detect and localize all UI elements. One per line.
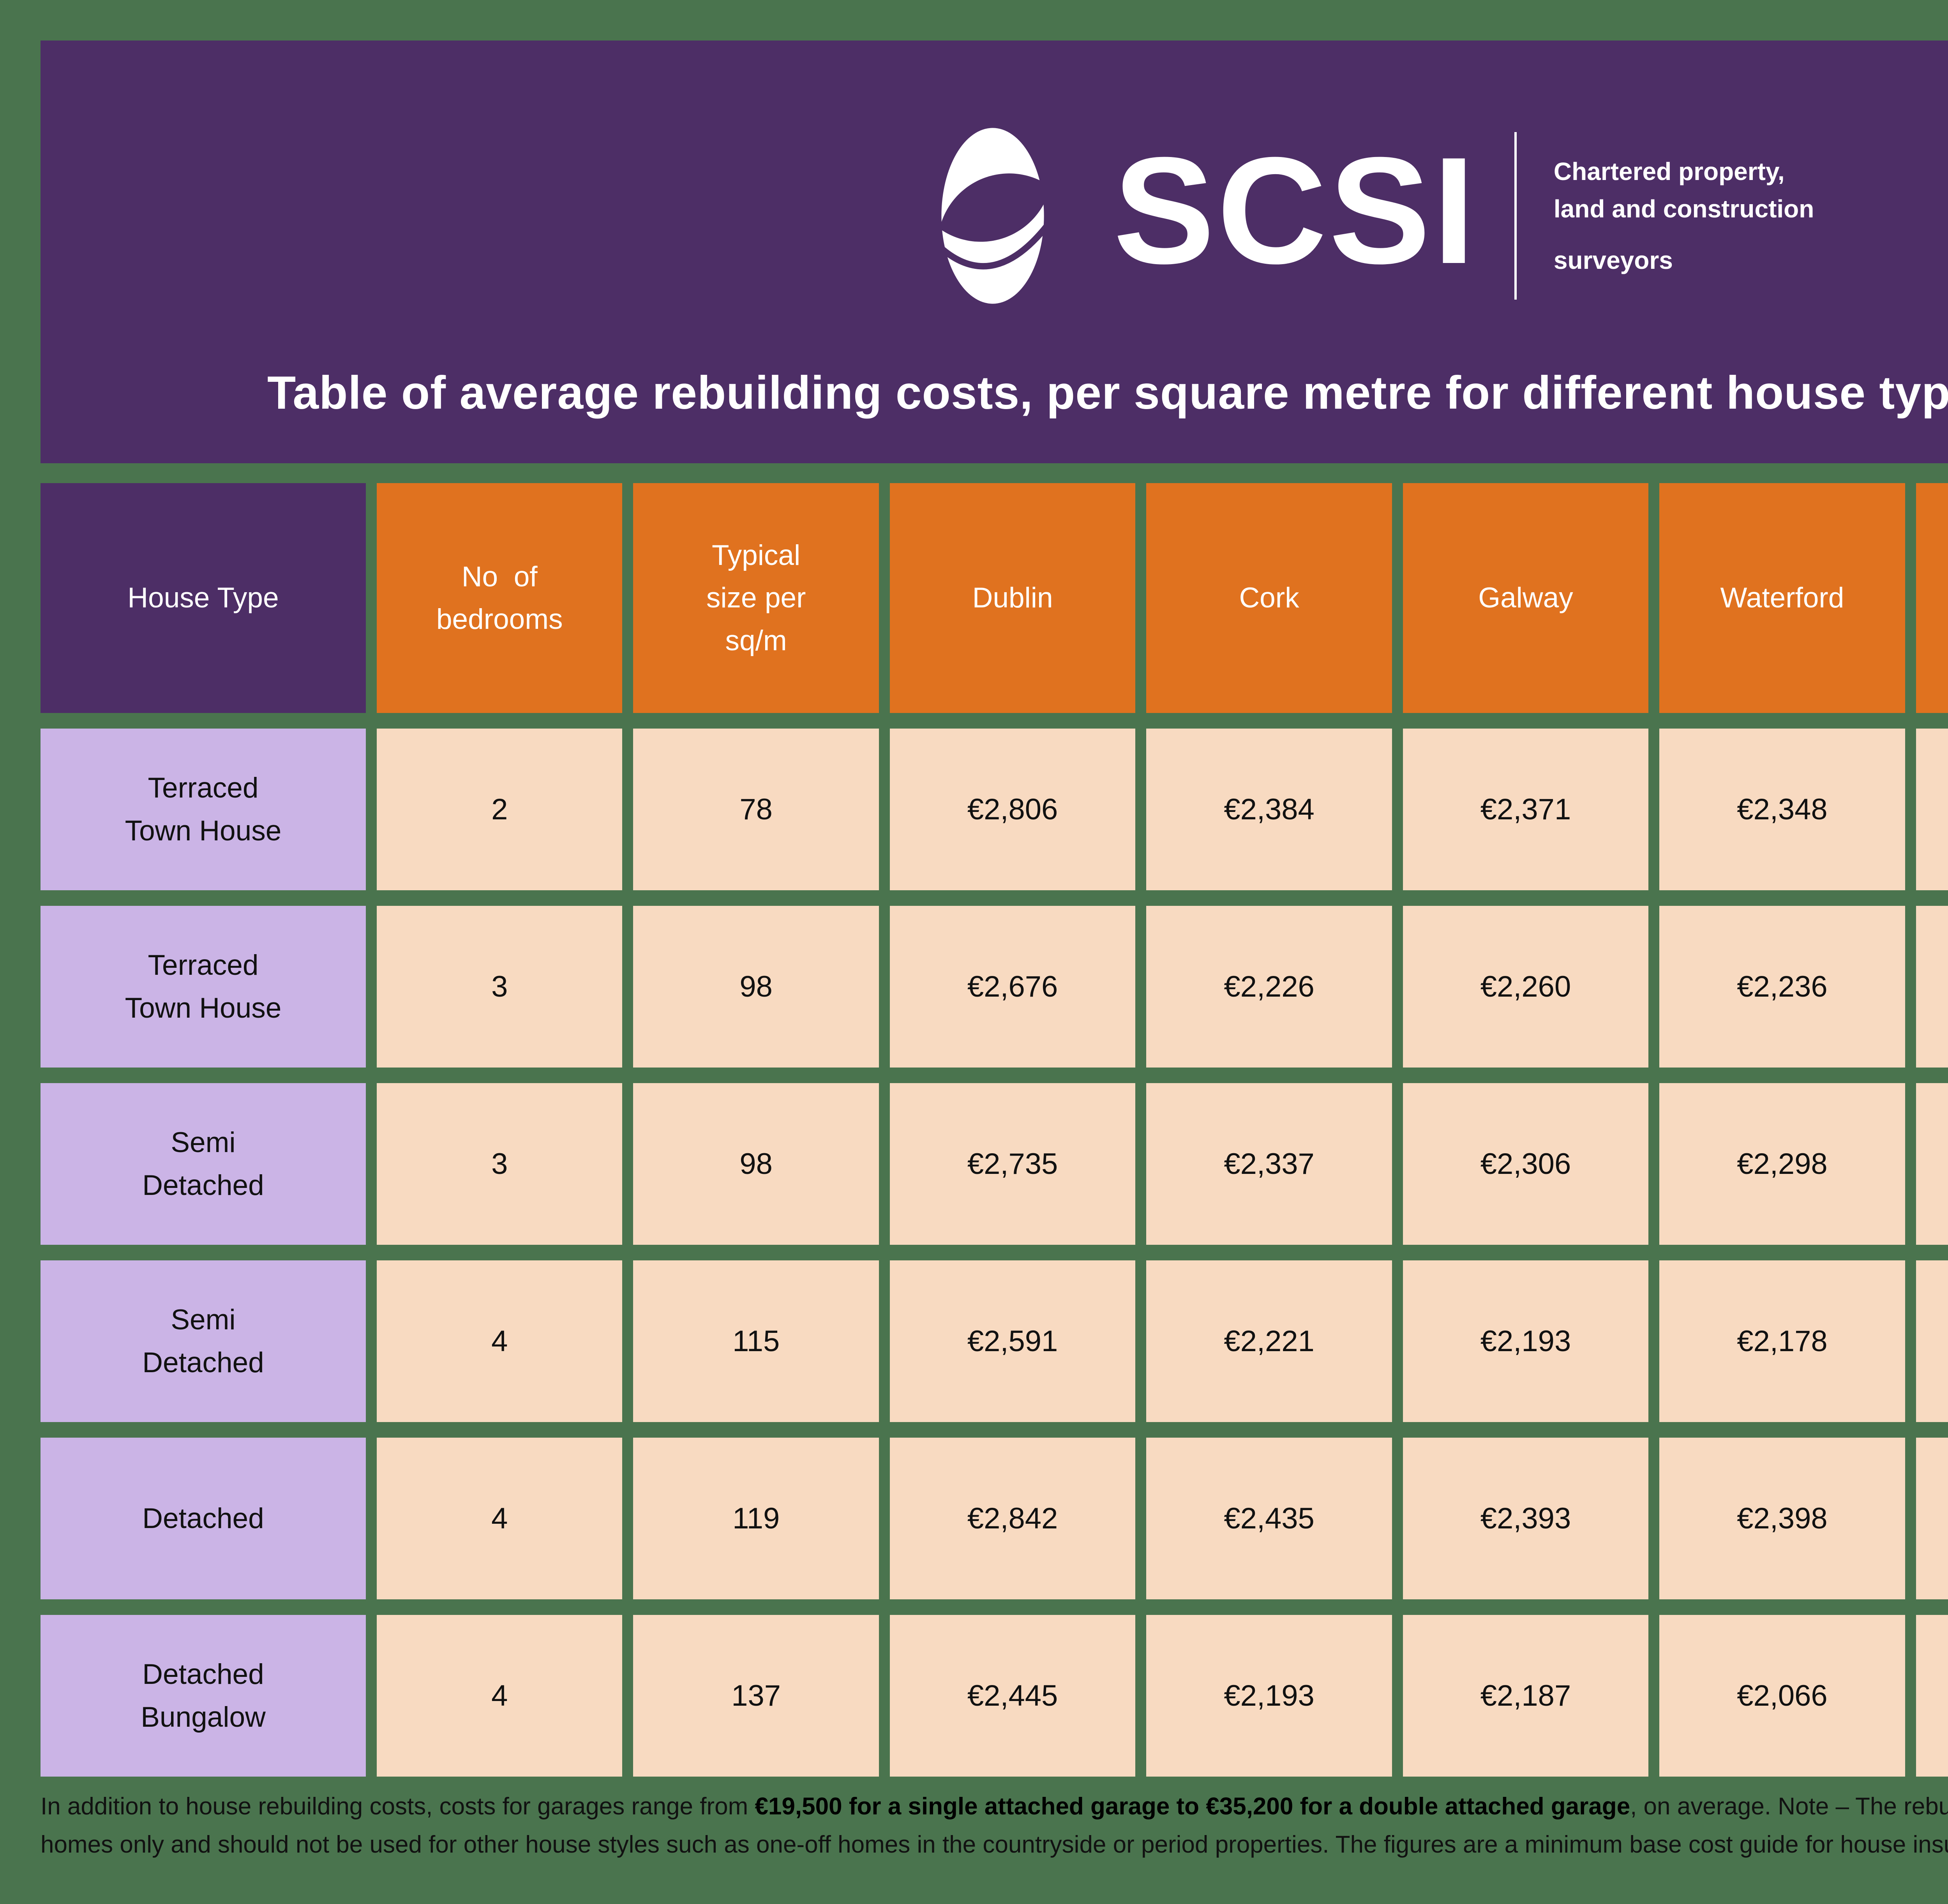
bedrooms-cell: 3	[377, 1083, 623, 1245]
cost-cell-limerick: €2,087	[1916, 1615, 1948, 1777]
house-type-cell: Semi Detached	[41, 1083, 366, 1245]
cost-cell-cork: €2,221	[1146, 1260, 1392, 1422]
size-cell: 119	[633, 1438, 879, 1599]
col-header-waterford: Waterford	[1659, 483, 1905, 713]
col-header-limerick: Limerick	[1916, 483, 1948, 713]
size-cell: 137	[633, 1615, 879, 1777]
cost-cell-dublin: €2,806	[889, 729, 1136, 890]
footnote-text-before: In addition to house rebuilding costs, c…	[41, 1793, 755, 1820]
col-header-house-type: House Type	[41, 483, 366, 713]
house-type-cell: Terraced Town House	[41, 906, 366, 1068]
cost-cell-waterford: €2,348	[1659, 729, 1905, 890]
cost-cell-galway: €2,371	[1403, 729, 1649, 890]
footnote: In addition to house rebuilding costs, c…	[41, 1788, 1948, 1864]
bedrooms-cell: 4	[377, 1438, 623, 1599]
footnote-bold-text: €19,500 for a single attached garage to …	[755, 1793, 1630, 1820]
logo-divider	[1514, 132, 1517, 300]
cost-cell-dublin: €2,842	[889, 1438, 1136, 1599]
logo-tagline: Chartered property, land and constructio…	[1554, 153, 1814, 279]
col-header-galway: Galway	[1403, 483, 1649, 713]
cost-cell-waterford: €2,236	[1659, 906, 1905, 1068]
cost-cell-cork: €2,337	[1146, 1083, 1392, 1245]
cost-cell-limerick: €2,260	[1916, 906, 1948, 1068]
cost-cell-cork: €2,226	[1146, 906, 1392, 1068]
rebuilding-costs-table: House Type No of bedrooms Typical size p…	[41, 483, 1948, 1777]
size-cell: 78	[633, 729, 879, 890]
cost-cell-dublin: €2,591	[889, 1260, 1136, 1422]
cost-cell-cork: €2,435	[1146, 1438, 1392, 1599]
cost-cell-limerick: €2,270	[1916, 1083, 1948, 1245]
tagline-line-3: surveyors	[1553, 246, 1673, 274]
scsi-emblem-icon	[935, 128, 1056, 304]
house-type-cell: Semi Detached	[41, 1260, 366, 1422]
size-cell: 98	[633, 906, 879, 1068]
cost-cell-cork: €2,384	[1146, 729, 1392, 890]
house-type-cell: Detached Bungalow	[41, 1615, 366, 1777]
cost-cell-limerick: €2,367	[1916, 1438, 1948, 1599]
cost-cell-limerick: €2,174	[1916, 1260, 1948, 1422]
cost-cell-limerick: €2,335	[1916, 729, 1948, 890]
header-band: SCSI Chartered property, land and constr…	[41, 41, 1948, 463]
col-header-bedrooms: No of bedrooms	[377, 483, 623, 713]
cost-cell-waterford: €2,178	[1659, 1260, 1905, 1422]
cost-cell-dublin: €2,445	[889, 1615, 1136, 1777]
house-type-cell: Detached	[41, 1438, 366, 1599]
col-header-size: Typical size per sq/m	[633, 483, 879, 713]
size-cell: 98	[633, 1083, 879, 1245]
scsi-logo: SCSI Chartered property, land and constr…	[41, 124, 1948, 307]
size-cell: 115	[633, 1260, 879, 1422]
col-header-cork: Cork	[1146, 483, 1392, 713]
logo-text: SCSI	[1113, 125, 1477, 295]
cost-cell-waterford: €2,298	[1659, 1083, 1905, 1245]
cost-cell-galway: €2,393	[1403, 1438, 1649, 1599]
cost-cell-cork: €2,193	[1146, 1615, 1392, 1777]
cost-cell-dublin: €2,735	[889, 1083, 1136, 1245]
page-title: Table of average rebuilding costs, per s…	[267, 367, 1948, 419]
bedrooms-cell: 2	[377, 729, 623, 890]
house-type-cell: Terraced Town House	[41, 729, 366, 890]
cost-cell-waterford: €2,066	[1659, 1615, 1905, 1777]
tagline-line-2: land and construction	[1553, 195, 1814, 223]
cost-cell-dublin: €2,676	[889, 906, 1136, 1068]
cost-cell-waterford: €2,398	[1659, 1438, 1905, 1599]
tagline-line-1: Chartered property,	[1553, 157, 1785, 185]
cost-cell-galway: €2,187	[1403, 1615, 1649, 1777]
cost-cell-galway: €2,193	[1403, 1260, 1649, 1422]
cost-cell-galway: €2,306	[1403, 1083, 1649, 1245]
bedrooms-cell: 4	[377, 1260, 623, 1422]
bedrooms-cell: 3	[377, 906, 623, 1068]
cost-cell-galway: €2,260	[1403, 906, 1649, 1068]
footnote-text-after: , on average. Note – The rebuilding rate…	[41, 1793, 1948, 1858]
col-header-dublin: Dublin	[889, 483, 1136, 713]
bedrooms-cell: 4	[377, 1615, 623, 1777]
